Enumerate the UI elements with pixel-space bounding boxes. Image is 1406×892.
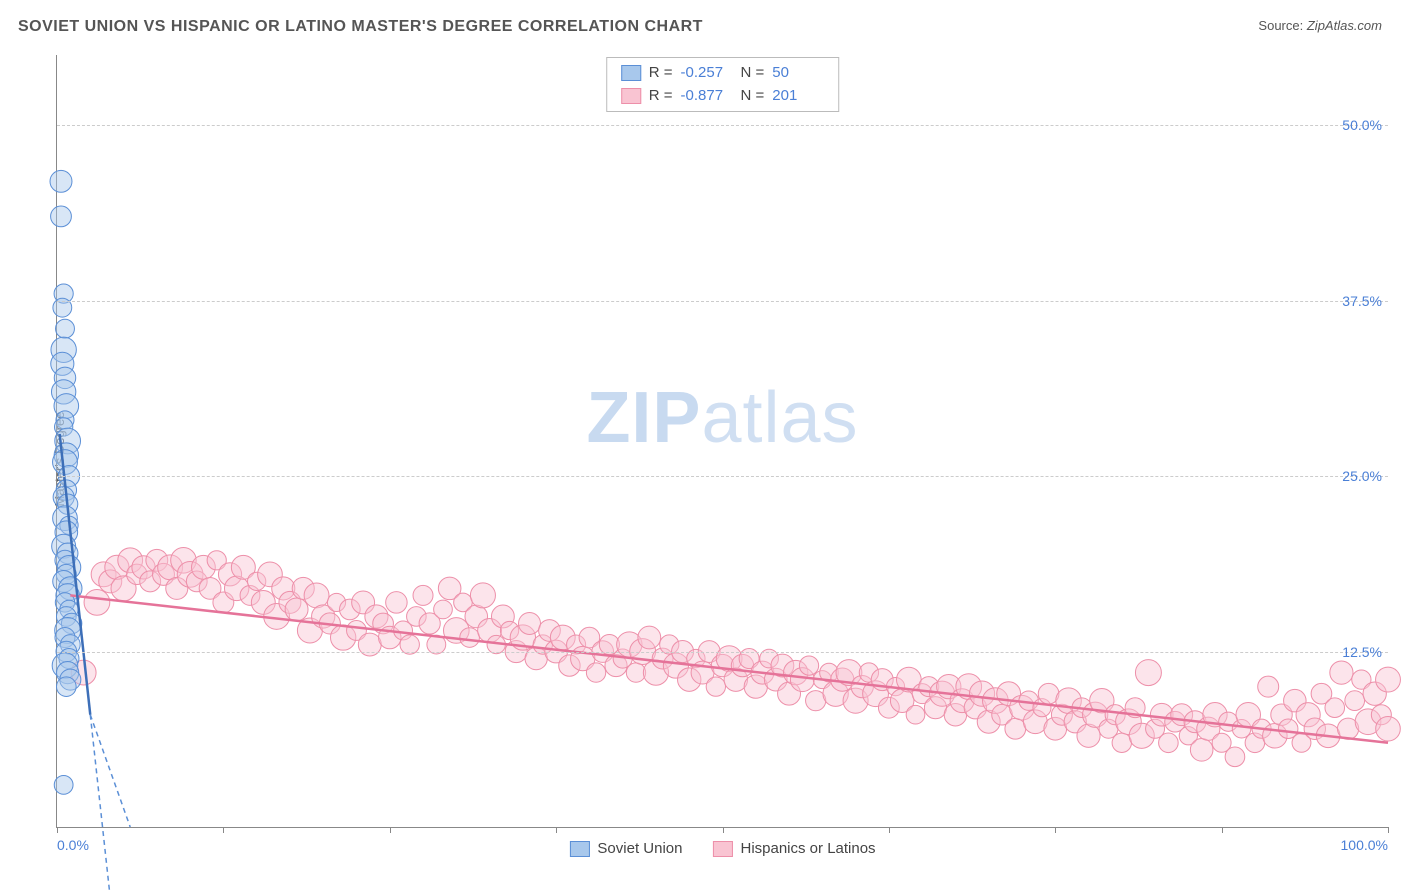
data-point: [50, 170, 72, 192]
gridline: [57, 652, 1388, 653]
data-point: [56, 677, 76, 697]
y-tick-label: 37.5%: [1342, 293, 1382, 309]
data-point: [1225, 747, 1245, 767]
r-value-1: -0.257: [681, 62, 733, 85]
r-label-1: R =: [649, 62, 673, 85]
stats-row-2: R = -0.877 N = 201: [621, 85, 825, 108]
data-point: [84, 590, 110, 616]
series2-swatch-bottom: [712, 841, 732, 857]
data-point: [1190, 738, 1213, 761]
data-point: [413, 585, 433, 605]
data-point: [626, 663, 645, 682]
data-point: [358, 633, 381, 656]
chart-header: SOVIET UNION VS HISPANIC OR LATINO MASTE…: [0, 0, 1406, 44]
data-point: [434, 600, 453, 619]
n-value-1: 50: [772, 62, 824, 85]
x-tick: [1055, 827, 1056, 833]
legend-item-2: Hispanics or Latinos: [712, 840, 875, 857]
x-tick: [390, 827, 391, 833]
data-point: [1376, 716, 1401, 741]
gridline: [57, 301, 1388, 302]
chart-area: Master's Degree ZIPatlas R = -0.257 N = …: [18, 55, 1388, 862]
r-label-2: R =: [649, 85, 673, 108]
data-point: [906, 705, 925, 724]
data-point: [519, 612, 541, 634]
x-tick: [1222, 827, 1223, 833]
data-point: [386, 592, 407, 613]
scatter-layer: [57, 55, 1388, 827]
y-tick-label: 25.0%: [1342, 468, 1382, 484]
data-point: [1112, 733, 1131, 752]
data-point: [54, 775, 73, 794]
n-value-2: 201: [772, 85, 824, 108]
stats-legend: R = -0.257 N = 50 R = -0.877 N = 201: [606, 57, 840, 112]
data-point: [1005, 718, 1026, 739]
gridline: [57, 476, 1388, 477]
x-tick: [889, 827, 890, 833]
y-tick-label: 12.5%: [1342, 644, 1382, 660]
x-tick-label: 0.0%: [57, 837, 89, 853]
bottom-legend: Soviet Union Hispanics or Latinos: [569, 840, 875, 857]
series2-swatch: [621, 88, 641, 104]
source-label: Source:: [1258, 18, 1303, 33]
legend-label-2: Hispanics or Latinos: [740, 840, 875, 857]
series1-swatch-bottom: [569, 841, 589, 857]
legend-item-1: Soviet Union: [569, 840, 682, 857]
data-point: [1135, 660, 1161, 686]
plot-region: ZIPatlas R = -0.257 N = 50 R = -0.877 N …: [56, 55, 1388, 828]
data-point: [460, 628, 480, 648]
trend-line: [70, 595, 1388, 742]
source-value: ZipAtlas.com: [1307, 18, 1382, 33]
data-point: [304, 583, 329, 608]
stats-row-1: R = -0.257 N = 50: [621, 62, 825, 85]
x-tick: [1388, 827, 1389, 833]
series1-swatch: [621, 65, 641, 81]
legend-label-1: Soviet Union: [597, 840, 682, 857]
data-point: [638, 626, 661, 649]
data-point: [51, 206, 72, 227]
data-point: [1325, 698, 1345, 718]
data-point: [56, 319, 75, 338]
n-label-1: N =: [741, 62, 765, 85]
gridline: [57, 125, 1388, 126]
r-value-2: -0.877: [681, 85, 733, 108]
x-tick: [223, 827, 224, 833]
x-tick: [57, 827, 58, 833]
data-point: [1345, 691, 1365, 711]
data-point: [706, 677, 725, 696]
x-tick: [723, 827, 724, 833]
trend-line: [90, 715, 130, 892]
y-tick-label: 50.0%: [1342, 117, 1382, 133]
data-point: [1159, 733, 1179, 753]
n-label-2: N =: [741, 85, 765, 108]
data-point: [470, 583, 495, 608]
x-tick-label: 100.0%: [1341, 837, 1388, 853]
data-point: [1258, 676, 1279, 697]
chart-title: SOVIET UNION VS HISPANIC OR LATINO MASTE…: [18, 18, 703, 36]
data-point: [285, 598, 308, 621]
data-point: [1376, 667, 1401, 692]
x-tick: [556, 827, 557, 833]
data-point: [586, 663, 605, 682]
data-point: [1330, 661, 1353, 684]
source-attribution: Source: ZipAtlas.com: [1258, 18, 1382, 33]
data-point: [799, 656, 818, 675]
